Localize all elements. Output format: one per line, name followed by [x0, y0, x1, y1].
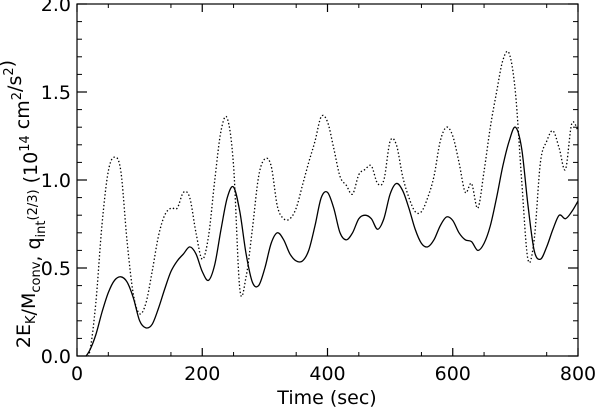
y-axis-title-part: int: [34, 221, 49, 238]
x-tick-label: 0: [71, 363, 83, 385]
y-axis-title-part: K: [24, 315, 39, 324]
y-axis-title-part: 14: [18, 135, 33, 152]
y-axis-title-part: conv: [29, 261, 44, 292]
y-tick-label: 1.0: [41, 170, 71, 192]
y-tick-label: 1.5: [41, 82, 71, 104]
x-tick-label: 600: [435, 363, 471, 385]
y-tick-label: 2.0: [41, 0, 71, 16]
ticks-layer: [76, 3, 579, 357]
series-line-solid: [85, 126, 578, 356]
y-axis-title-part: /s: [4, 76, 26, 92]
x-tick-label: 800: [560, 363, 596, 385]
x-tick-label: 400: [309, 363, 345, 385]
y-tick-label: 0.0: [41, 346, 71, 368]
y-axis-title-part: /M: [18, 293, 40, 316]
y-axis-title-part: (2/3): [26, 189, 41, 220]
x-tick-label: 200: [184, 363, 220, 385]
y-axis-title-part: , q: [23, 237, 45, 261]
y-axis-title-part: 2: [10, 92, 25, 100]
series-line-dotted: [87, 50, 578, 356]
y-axis-title-part: 2: [2, 67, 17, 75]
x-axis-title: Time (sec): [276, 387, 376, 409]
plot-frame-layer: [76, 3, 579, 357]
y-tick-label: 0.5: [41, 258, 71, 280]
y-axis-title-part: ): [0, 60, 18, 67]
plot-frame: [76, 3, 579, 357]
y-axis-title-part: 2E: [13, 324, 35, 348]
series-layer: [85, 50, 578, 356]
y-axis-title-part: (10: [20, 152, 42, 190]
y-axis-title: 2EK/Mconv, qint(2/3) (1014 cm2/s2): [0, 60, 49, 348]
tick-labels-layer: 0 200 400 600 800 0.0 0.5 1.0 1.5 2.0: [41, 0, 596, 385]
y-axis-title-part: cm: [12, 100, 34, 135]
